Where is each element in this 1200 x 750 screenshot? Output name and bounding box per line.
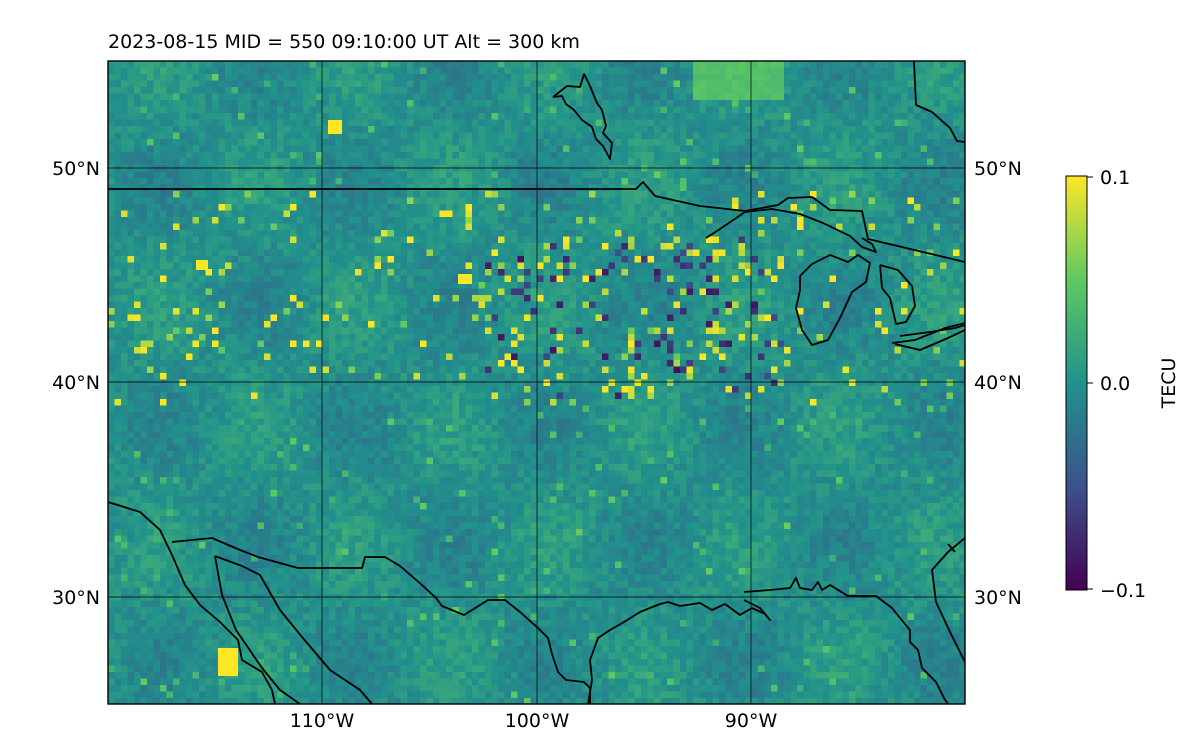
colorbar-gradient (1065, 175, 1088, 591)
coastlines (108, 61, 965, 704)
gulf-of-california-east (214, 555, 373, 704)
lon-tick-110: 110°W (290, 710, 355, 732)
lon-tick-100: 100°W (505, 710, 570, 732)
lat-tick-30-right: 30°N (974, 587, 1022, 609)
florida-west (947, 543, 956, 553)
lat-tick-50-left: 50°N (52, 158, 100, 180)
us-mexico-border (171, 537, 591, 704)
lake-superior (705, 208, 877, 253)
lake-huron (879, 264, 916, 325)
lat-axis-left: 50°N 40°N 30°N (52, 158, 100, 609)
gulf-coast-louisiana (743, 577, 949, 704)
gridlines (108, 61, 965, 704)
florida-coast (931, 537, 965, 663)
lat-tick-40-left: 40°N (52, 372, 100, 394)
map-frame (107, 60, 966, 705)
colorbar-tick-max: 0.1 (1100, 167, 1130, 189)
lat-tick-50-right: 50°N (974, 158, 1022, 180)
colorbar-label: TECU (1158, 358, 1180, 410)
hudson-bay-east-coast (913, 61, 965, 143)
tec-heatmap (108, 61, 965, 704)
figure-title: 2023-08-15 MID = 550 09:10:00 UT Alt = 3… (108, 31, 580, 53)
colorbar-tick-min: −0.1 (1100, 580, 1146, 602)
pacific-coast (108, 501, 276, 704)
lat-axis-right: 50°N 40°N 30°N (974, 158, 1022, 609)
lon-axis: 110°W 100°W 90°W (290, 710, 778, 732)
us-canada-border (108, 181, 965, 263)
colorbar-tick-zero: 0.0 (1100, 373, 1130, 395)
gulf-coast-texas (587, 599, 771, 704)
colorbar: 0.1 0.0 −0.1 TECU (1065, 167, 1180, 602)
lake-erie-south (894, 329, 965, 351)
hudson-bay-coast (552, 73, 613, 160)
lake-michigan (795, 254, 871, 346)
map-panel (107, 60, 966, 705)
lon-tick-90: 90°W (725, 710, 778, 732)
lat-tick-40-right: 40°N (974, 372, 1022, 394)
lake-erie (891, 322, 965, 344)
lake-ontario (899, 324, 965, 337)
lat-tick-30-left: 30°N (52, 587, 100, 609)
baja-peninsula (214, 555, 301, 704)
